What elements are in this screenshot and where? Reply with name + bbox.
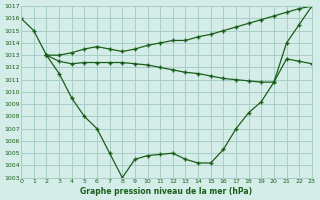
X-axis label: Graphe pression niveau de la mer (hPa): Graphe pression niveau de la mer (hPa) xyxy=(80,187,252,196)
